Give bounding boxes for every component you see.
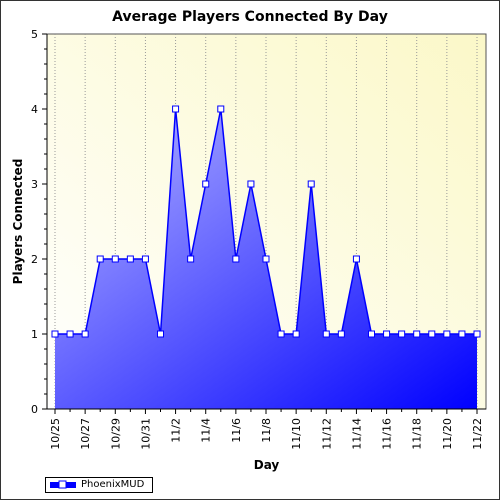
data-point-marker	[277, 330, 285, 338]
x-tick-label: 10/31	[139, 418, 152, 450]
x-tick-label: 10/29	[109, 418, 122, 450]
x-tick-label: 11/2	[170, 418, 183, 443]
data-point-marker	[262, 255, 270, 263]
data-point-marker	[172, 105, 180, 113]
x-tick-label: 11/10	[290, 418, 303, 450]
data-point-marker	[428, 330, 436, 338]
x-tick-label: 11/14	[350, 418, 363, 450]
x-axis-label: Day	[254, 458, 280, 472]
data-point-marker	[217, 105, 225, 113]
data-point-marker	[66, 330, 74, 338]
data-point-marker	[81, 330, 89, 338]
y-axis-ticks: 0 1 2 3 4 5	[31, 28, 47, 416]
markers	[51, 105, 481, 338]
x-tick-label: 10/25	[49, 418, 62, 450]
data-point-marker	[141, 255, 149, 263]
data-point-marker	[337, 330, 345, 338]
data-point-marker	[413, 330, 421, 338]
chart-title: Average Players Connected By Day	[112, 9, 388, 25]
data-point-marker	[247, 180, 255, 188]
x-tick-label: 11/20	[441, 418, 454, 450]
x-tick-label: 11/18	[411, 418, 424, 450]
y-axis-label: Players Connected	[11, 159, 25, 285]
data-point-marker	[368, 330, 375, 338]
data-point-marker	[157, 330, 164, 338]
x-tick-label: 11/12	[320, 418, 333, 450]
data-point-marker	[322, 330, 330, 338]
y-tick-label: 2	[31, 253, 38, 266]
data-point-marker	[443, 330, 451, 338]
x-tick-label: 11/22	[471, 418, 484, 450]
legend-label: PhoenixMUD	[81, 479, 145, 490]
data-point-marker	[473, 330, 481, 338]
x-tick-label: 11/16	[381, 418, 394, 450]
data-point-marker	[458, 330, 466, 338]
data-point-marker	[96, 255, 104, 263]
data-point-marker	[307, 180, 315, 188]
data-point-marker	[398, 330, 406, 338]
y-tick-label: 4	[31, 103, 38, 116]
y-tick-label: 5	[31, 28, 38, 41]
legend: PhoenixMUD	[45, 477, 153, 493]
y-tick-label: 1	[31, 328, 38, 341]
data-point-marker	[51, 330, 59, 338]
y-tick-label: 0	[31, 403, 38, 416]
data-point-marker	[232, 255, 240, 263]
y-tick-label: 3	[31, 178, 38, 191]
x-tick-label: 11/8	[260, 418, 273, 443]
x-tick-label: 10/27	[79, 418, 92, 450]
x-axis-ticks: 10/25 10/27 10/29 10/31 11/2 11/4 11/6 11/8 11/1…	[49, 409, 484, 450]
x-tick-label: 11/4	[200, 418, 213, 443]
data-point-marker	[292, 330, 300, 338]
data-point-marker	[187, 255, 195, 263]
legend-swatch	[50, 480, 76, 489]
x-tick-label: 11/6	[230, 418, 243, 443]
data-point-marker	[383, 330, 391, 338]
data-point-marker	[111, 255, 119, 263]
data-point-marker	[352, 255, 360, 263]
data-point-marker	[202, 180, 210, 188]
data-point-marker	[126, 255, 134, 263]
